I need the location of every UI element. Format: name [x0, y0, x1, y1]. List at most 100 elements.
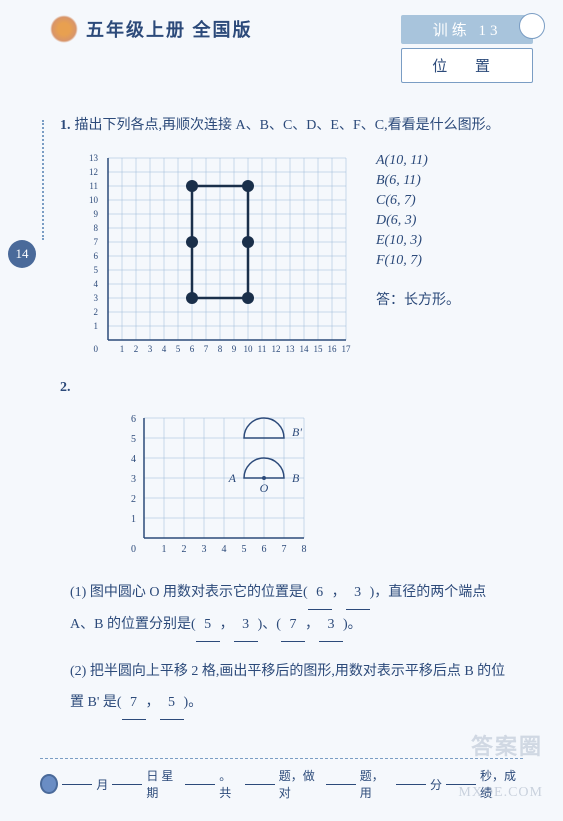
sub1-t1: ， [332, 585, 346, 600]
ft2: 。共 [219, 767, 241, 801]
q2-number: 2. [60, 380, 71, 395]
svg-text:1: 1 [120, 344, 125, 354]
svg-text:1: 1 [131, 514, 136, 525]
sub1-t6: )。 [343, 617, 362, 632]
svg-text:9: 9 [232, 344, 237, 354]
q2-grid: 123456781234560AOBB' [120, 410, 314, 558]
svg-text:11: 11 [258, 344, 267, 354]
svg-text:13: 13 [286, 344, 296, 354]
answer-prefix: 答： [376, 293, 404, 308]
svg-text:15: 15 [314, 344, 324, 354]
svg-text:6: 6 [190, 344, 195, 354]
svg-text:3: 3 [202, 544, 207, 555]
svg-text:13: 13 [89, 153, 99, 163]
point-label: E(10, 3) [376, 233, 460, 249]
svg-text:8: 8 [218, 344, 223, 354]
ft5: 分 [430, 776, 442, 793]
svg-text:3: 3 [131, 474, 136, 485]
svg-text:8: 8 [302, 544, 307, 555]
q1-answer: 答：长方形。 [376, 289, 460, 309]
svg-text:16: 16 [328, 344, 338, 354]
svg-text:9: 9 [94, 209, 99, 219]
q2-text: 2. [60, 375, 523, 400]
watermark: 答案圈 [471, 729, 543, 761]
svg-text:4: 4 [94, 279, 99, 289]
svg-text:5: 5 [242, 544, 247, 555]
svg-text:7: 7 [204, 344, 209, 354]
q1-prompt: 描出下列各点,再顺次连接 A、B、C、D、E、F、C,看看是什么图形。 [75, 118, 500, 133]
svg-text:4: 4 [162, 344, 167, 354]
sub1-b5: 3 [319, 610, 343, 642]
svg-text:14: 14 [300, 344, 310, 354]
q2-sub1: (1) 图中圆心 O 用数对表示它的位置是(6，3)，直径的两个端点 A、B 的… [60, 578, 523, 642]
svg-text:5: 5 [176, 344, 181, 354]
q2-sub2: (2) 把半圆向上平移 2 格,画出平移后的图形,用数对表示平移后点 B 的位置… [60, 657, 523, 720]
content-area: 1.描出下列各点,再顺次连接 A、B、C、D、E、F、C,看看是什么图形。 12… [0, 93, 563, 720]
sub1-b1: 3 [346, 578, 370, 610]
svg-text:6: 6 [131, 414, 136, 425]
ribbon-icon [40, 774, 58, 794]
svg-text:B': B' [292, 425, 302, 439]
page-header: 五年级上册 全国版 训练 13 1 位 置 [0, 0, 563, 93]
watermark-url: MXQE.COM [458, 785, 543, 801]
question-2: 2. 123456781234560AOBB' (1) 图中圆心 O 用数对表示… [60, 375, 523, 719]
sub1-t3: ， [220, 617, 234, 632]
svg-text:2: 2 [94, 307, 99, 317]
svg-text:10: 10 [244, 344, 254, 354]
sub1-b0: 6 [308, 578, 332, 610]
point-list: A(10, 11)B(6, 11)C(6, 7)D(6, 3)E(10, 3)F… [376, 148, 460, 269]
sub1-b4: 7 [281, 610, 305, 642]
svg-text:0: 0 [94, 344, 99, 354]
svg-text:4: 4 [131, 454, 136, 465]
sub1-t5: ， [305, 617, 319, 632]
svg-text:8: 8 [94, 223, 99, 233]
svg-text:B: B [292, 471, 300, 485]
q2-grid-container: 123456781234560AOBB' [120, 410, 523, 563]
svg-text:7: 7 [282, 544, 287, 555]
q1-number: 1. [60, 118, 71, 133]
ft1: 日 星期 [146, 767, 181, 801]
answer-value: 长方形。 [404, 293, 460, 308]
svg-text:1: 1 [162, 544, 167, 555]
sub1-t4: )、( [258, 617, 281, 632]
svg-text:6: 6 [262, 544, 267, 555]
svg-text:3: 3 [94, 293, 99, 303]
section-tab: 位 置 [401, 48, 533, 83]
q1-grid: 1234567891011121314151617123456789101112… [80, 148, 356, 360]
sub2-num: (2) [70, 664, 86, 679]
sub2-b1: 5 [160, 688, 184, 720]
svg-text:0: 0 [131, 544, 136, 555]
sub1-num: (1) [70, 585, 86, 600]
book-title: 五年级上册 全国版 [86, 16, 253, 42]
svg-text:5: 5 [94, 265, 99, 275]
svg-text:3: 3 [148, 344, 153, 354]
svg-text:2: 2 [134, 344, 139, 354]
svg-text:7: 7 [94, 237, 99, 247]
fb5 [396, 784, 426, 785]
page-number-badge: 14 [8, 240, 36, 268]
svg-text:A: A [228, 471, 237, 485]
q1-grid-container: 1234567891011121314151617123456789101112… [80, 148, 523, 360]
sub2-t1: ， [146, 695, 160, 710]
training-label: 训练 13 [433, 23, 502, 39]
point-label: B(6, 11) [376, 173, 460, 189]
svg-text:10: 10 [89, 195, 99, 205]
sun-icon [50, 15, 78, 43]
point-label: F(10, 7) [376, 253, 460, 269]
fb2 [185, 784, 215, 785]
svg-text:12: 12 [272, 344, 281, 354]
point-label: C(6, 7) [376, 193, 460, 209]
ft0: 月 [96, 776, 108, 793]
fb4 [326, 784, 356, 785]
fb0 [62, 784, 92, 785]
q1-text: 1. 描出下列各点,再顺次连接 A、B、C、D、E、F、C,看看是什么图形。 [60, 113, 523, 138]
sub1-t0: 图中圆心 O 用数对表示它的位置是( [90, 585, 308, 600]
fb3 [245, 784, 275, 785]
question-1: 1.描出下列各点,再顺次连接 A、B、C、D、E、F、C,看看是什么图形。 12… [60, 113, 523, 360]
page-circle: 1 [519, 13, 545, 39]
sub2-t2: )。 [184, 695, 203, 710]
svg-text:2: 2 [182, 544, 187, 555]
header-right: 训练 13 1 位 置 [401, 15, 533, 83]
header-left: 五年级上册 全国版 [50, 15, 253, 43]
ft4: 题，用 [360, 767, 392, 801]
